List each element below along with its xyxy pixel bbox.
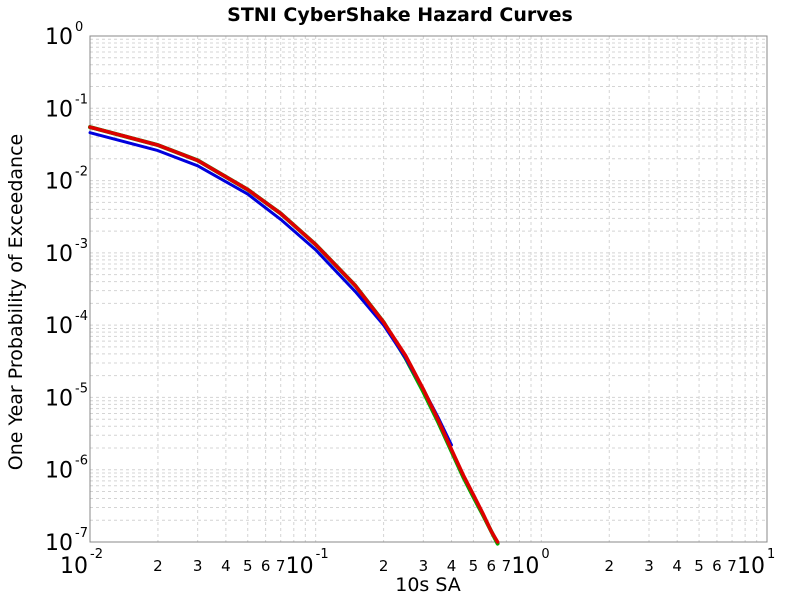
x-minor-tick-label: 2 xyxy=(153,557,163,575)
x-minor-tick-label: 6 xyxy=(712,557,722,575)
x-minor-tick-label: 7 xyxy=(502,557,512,575)
x-axis-ticks: 10 -2 10 -1 10 0 10 12 3 4 5 6 7 2 3 4 5 6 7 2 3 4 5 6 7 xyxy=(60,547,775,579)
svg-text:-1: -1 xyxy=(316,547,329,562)
y-tick-label: 10 -1 xyxy=(45,92,88,122)
x-minor-tick-label: 7 xyxy=(276,557,286,575)
svg-text:10: 10 xyxy=(45,242,73,267)
x-axis-label: 10s SA xyxy=(395,574,461,596)
svg-text:10: 10 xyxy=(45,459,73,484)
svg-text:10: 10 xyxy=(60,554,88,579)
svg-text:10: 10 xyxy=(45,314,73,339)
y-tick-label: 10 -2 xyxy=(45,165,88,195)
x-minor-tick-label: 5 xyxy=(243,557,253,575)
x-minor-tick-label: 6 xyxy=(261,557,271,575)
y-axis-label: One Year Probability of Exceedance xyxy=(5,134,27,470)
svg-text:-6: -6 xyxy=(75,454,88,469)
y-tick-label: 10 -6 xyxy=(45,454,88,484)
x-minor-tick-label: 7 xyxy=(727,557,737,575)
y-tick-label: 10 0 xyxy=(45,20,83,50)
x-minor-tick-label: 3 xyxy=(419,557,429,575)
svg-text:0: 0 xyxy=(541,547,549,562)
svg-text:10: 10 xyxy=(45,531,73,556)
hazard-curve-line xyxy=(88,125,500,544)
x-tick-label: 10 1 xyxy=(737,547,775,579)
svg-text:10: 10 xyxy=(45,25,73,50)
svg-text:1: 1 xyxy=(767,547,775,562)
svg-text:10: 10 xyxy=(737,554,765,579)
y-tick-label: 10 -5 xyxy=(45,381,88,411)
y-tick-label: 10 -3 xyxy=(45,237,88,267)
x-tick-label: 10 -2 xyxy=(60,547,103,579)
x-minor-tick-label: 3 xyxy=(644,557,654,575)
svg-text:10: 10 xyxy=(511,554,539,579)
plot-frame xyxy=(89,35,768,543)
x-minor-tick-label: 2 xyxy=(604,557,614,575)
x-minor-tick-label: 5 xyxy=(694,557,704,575)
y-tick-label: 10 -4 xyxy=(45,309,88,339)
svg-text:-4: -4 xyxy=(75,309,88,324)
x-minor-tick-label: 4 xyxy=(672,557,682,575)
x-minor-tick-label: 6 xyxy=(486,557,496,575)
svg-text:-2: -2 xyxy=(75,165,88,180)
x-minor-tick-label: 4 xyxy=(447,557,457,575)
svg-text:10: 10 xyxy=(45,170,73,195)
series-lines xyxy=(88,125,500,546)
svg-text:-3: -3 xyxy=(75,237,88,252)
svg-text:-7: -7 xyxy=(75,526,88,541)
svg-text:-5: -5 xyxy=(75,381,88,396)
y-tick-label: 10 -7 xyxy=(45,526,88,556)
hazard-curve-line xyxy=(88,131,453,447)
chart-title: STNI CyberShake Hazard Curves xyxy=(227,4,573,26)
x-minor-tick-label: 3 xyxy=(193,557,203,575)
grid-lines xyxy=(89,36,767,543)
svg-text:-1: -1 xyxy=(75,92,88,107)
x-tick-label: 10 -1 xyxy=(286,547,329,579)
svg-text:0: 0 xyxy=(75,20,83,35)
x-tick-label: 10 0 xyxy=(511,547,549,579)
x-minor-tick-label: 5 xyxy=(469,557,479,575)
svg-text:10: 10 xyxy=(286,554,314,579)
x-minor-tick-label: 4 xyxy=(221,557,231,575)
svg-text:-2: -2 xyxy=(90,547,103,562)
x-minor-tick-label: 2 xyxy=(379,557,389,575)
svg-text:10: 10 xyxy=(45,386,73,411)
svg-text:10: 10 xyxy=(45,97,73,122)
